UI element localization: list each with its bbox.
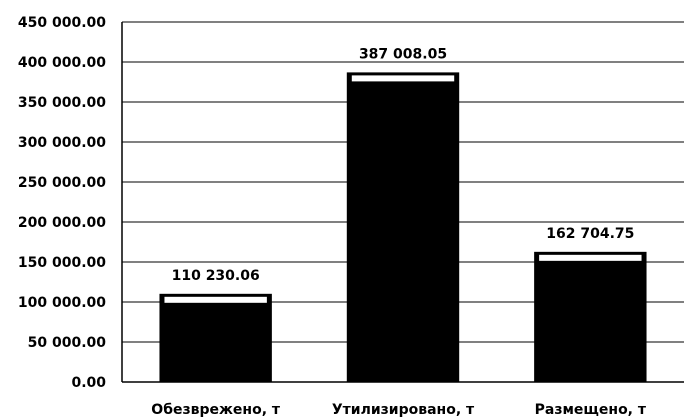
y-tick-label: 0.00 xyxy=(71,375,106,391)
bar-top-highlight xyxy=(351,75,455,82)
y-tick-label: 250 000.00 xyxy=(18,175,106,191)
category-label: Размещено, т xyxy=(535,402,647,418)
category-label: Обезврежено, т xyxy=(151,402,281,418)
y-tick-label: 450 000.00 xyxy=(18,15,106,31)
y-tick-label: 350 000.00 xyxy=(18,95,106,111)
bar-top-highlight xyxy=(539,254,642,261)
bar-top-highlight xyxy=(164,296,267,303)
y-tick-label: 300 000.00 xyxy=(18,135,106,151)
y-axis-tick-labels: 0.00 50 000.00 100 000.00 150 000.00 200 000… xyxy=(18,15,106,391)
y-tick-label: 400 000.00 xyxy=(18,55,106,71)
y-tick-label: 50 000.00 xyxy=(28,335,107,351)
bar xyxy=(346,72,460,383)
data-label: 387 008.05 xyxy=(359,46,447,62)
category-label: Утилизировано, т xyxy=(332,402,475,418)
data-label: 162 704.75 xyxy=(546,226,634,242)
data-labels: 110 230.06 387 008.05 162 704.75 xyxy=(172,46,635,283)
bars xyxy=(159,72,647,383)
y-tick-label: 100 000.00 xyxy=(18,295,106,311)
bar xyxy=(534,251,647,382)
y-tick-label: 150 000.00 xyxy=(18,255,106,271)
bar xyxy=(159,293,272,382)
category-labels: Обезврежено, т Утилизировано, т Размещено,… xyxy=(151,402,647,418)
data-label: 110 230.06 xyxy=(172,268,260,284)
y-tick-label: 200 000.00 xyxy=(18,215,106,231)
